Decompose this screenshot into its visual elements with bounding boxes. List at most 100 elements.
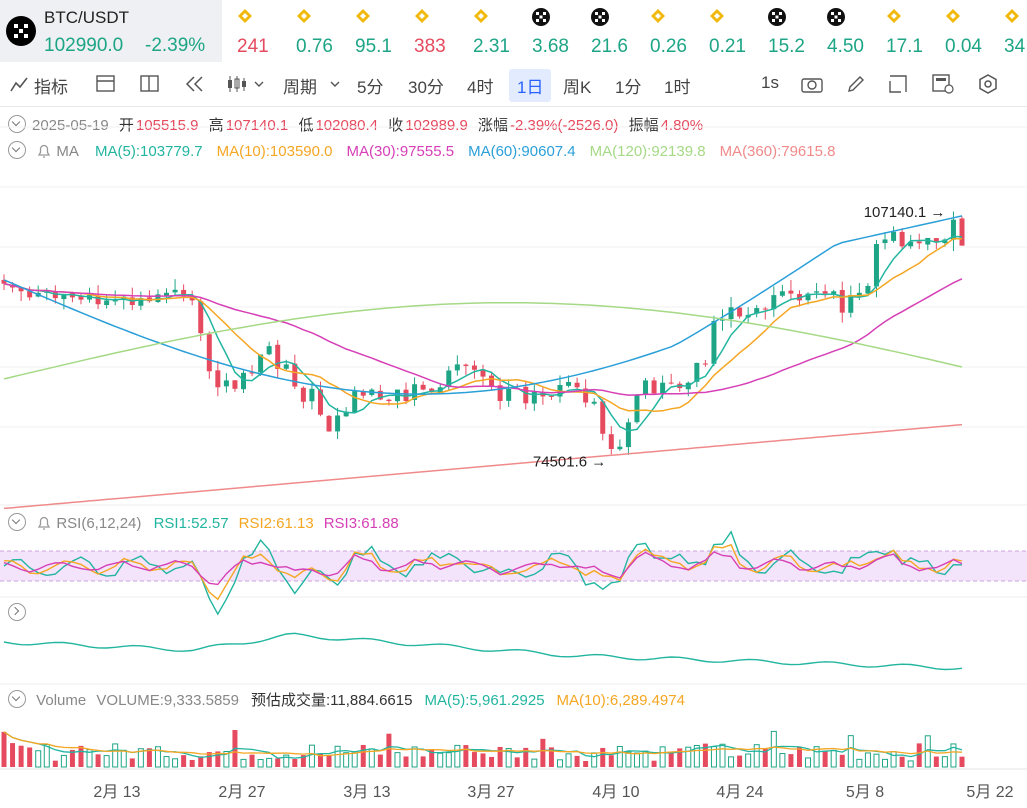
- price-chart[interactable]: 107140.1 → 74501.6 → 2月 13 2月 27 3月 13 3月 27 4…: [0, 107, 1027, 808]
- low-label: 低: [298, 117, 314, 134]
- layout-icon[interactable]: [96, 75, 116, 93]
- legend-item: VOLUME:9,333.5859: [96, 692, 239, 709]
- bell-icon[interactable]: [36, 515, 52, 531]
- volume-bar: [856, 758, 863, 768]
- ticker-item[interactable]: 0.76: [296, 6, 352, 62]
- okx-icon: [532, 8, 550, 26]
- settings-icon[interactable]: [977, 74, 999, 94]
- interval-5[interactable]: 1分: [615, 78, 642, 97]
- legend-item: MA(5):103779.7: [95, 143, 203, 160]
- ticker-item[interactable]: 34: [1004, 6, 1027, 62]
- candle-body: [608, 434, 614, 449]
- ticker-value: 2.31: [473, 36, 510, 57]
- legend-item: MA(360):79615.8: [719, 143, 836, 160]
- interval-4[interactable]: 周K: [563, 78, 592, 97]
- ticker-item[interactable]: 4.50: [827, 6, 883, 62]
- ticker-item[interactable]: 15.2: [768, 6, 824, 62]
- candle-body: [52, 291, 58, 299]
- draw-icon[interactable]: [888, 74, 908, 94]
- expand-icon[interactable]: [8, 603, 26, 621]
- candle-body: [625, 422, 631, 448]
- collapse-icon[interactable]: [8, 513, 26, 531]
- bell-icon[interactable]: [36, 143, 52, 159]
- pencil-icon[interactable]: [846, 74, 866, 94]
- candle-type-icon[interactable]: [226, 74, 248, 94]
- candle-body: [771, 295, 777, 310]
- interval-3[interactable]: 1日: [509, 69, 552, 102]
- bnb-icon: [1005, 9, 1019, 23]
- candle-body: [420, 384, 426, 390]
- collapse-icon[interactable]: [8, 141, 26, 159]
- ticker-item[interactable]: 241: [237, 6, 293, 62]
- volume-bar: [907, 760, 914, 768]
- candle-body: [266, 346, 272, 355]
- realtime-button[interactable]: 1s: [761, 73, 779, 92]
- indicators-button[interactable]: 指标: [34, 78, 68, 97]
- volume-bar: [326, 755, 332, 767]
- ticker-item[interactable]: 17.1: [886, 6, 942, 62]
- candle-body: [908, 241, 914, 247]
- ticker-item[interactable]: 21.6: [591, 6, 647, 62]
- volume-bar: [480, 753, 486, 767]
- candle-body: [429, 388, 435, 392]
- ticker-item[interactable]: 0.21: [709, 6, 765, 62]
- collapse-icon[interactable]: [8, 115, 26, 133]
- volume-bar: [18, 745, 24, 767]
- candle-body: [317, 389, 323, 415]
- rewind-icon[interactable]: [184, 75, 204, 93]
- interval-2[interactable]: 4时: [467, 78, 494, 97]
- ticker-price: 102990.0: [44, 35, 124, 56]
- volume-bar: [394, 752, 401, 768]
- split-view-icon[interactable]: [140, 75, 160, 93]
- candle-body: [694, 362, 700, 382]
- interval-1[interactable]: 30分: [408, 78, 444, 97]
- volume-bar: [762, 748, 768, 767]
- volume-bar: [283, 754, 290, 768]
- interval-6[interactable]: 1时: [664, 78, 691, 97]
- ticker-item[interactable]: 3.68: [532, 6, 588, 62]
- oscillator-line: [3, 632, 963, 671]
- ticker-item[interactable]: 0.04: [945, 6, 1001, 62]
- ticker-value: 4.50: [827, 36, 864, 57]
- chevron-down-icon[interactable]: [330, 81, 340, 88]
- volume-bar: [805, 757, 812, 768]
- vol-ma10-line: [3, 731, 963, 757]
- ma30-line: [3, 278, 963, 396]
- chevron-down-icon[interactable]: [254, 81, 264, 88]
- volume-bar: [540, 738, 546, 767]
- candle-body: [950, 219, 956, 240]
- volume-bar: [154, 746, 161, 768]
- volume-bar: [181, 755, 187, 767]
- camera-icon[interactable]: [801, 75, 823, 93]
- candle-body: [480, 369, 486, 377]
- volume-bar: [35, 750, 42, 768]
- ticker-item[interactable]: 95.1: [355, 6, 411, 62]
- legend-item: RSI1:52.57: [153, 515, 229, 532]
- volume-bar: [257, 759, 264, 768]
- volume-bar: [882, 758, 889, 768]
- ticker-main[interactable]: BTC/USDT 102990.0 -2.39%: [0, 0, 222, 62]
- ticker-item[interactable]: 2.31: [473, 6, 529, 62]
- candle-body: [335, 415, 341, 432]
- ticker-item[interactable]: 383: [414, 6, 470, 62]
- ticker-item[interactable]: 0.26: [650, 6, 706, 62]
- candle-body: [591, 401, 597, 404]
- volume-bar: [471, 752, 477, 767]
- volume-bar: [249, 754, 255, 767]
- ticker-value: 0.26: [650, 36, 687, 57]
- candle-body: [882, 239, 888, 244]
- collapse-icon[interactable]: [8, 690, 26, 708]
- volume-bar: [728, 756, 735, 768]
- volume-bar: [514, 757, 520, 767]
- amp-label: 振幅: [628, 117, 659, 134]
- volume-legend: Volume VOLUME:9,333.5859 预估成交量:11,884.661…: [8, 689, 703, 710]
- volume-bar: [360, 744, 366, 767]
- candle-body: [574, 382, 580, 388]
- change-value: -2.39%(-2526.0): [509, 117, 619, 134]
- bnb-icon: [887, 9, 901, 23]
- volume-bar: [78, 745, 84, 767]
- ma5-line: [3, 235, 963, 432]
- calculator-icon[interactable]: [932, 74, 954, 94]
- period-dropdown[interactable]: 周期: [283, 78, 317, 97]
- interval-0[interactable]: 5分: [357, 78, 384, 97]
